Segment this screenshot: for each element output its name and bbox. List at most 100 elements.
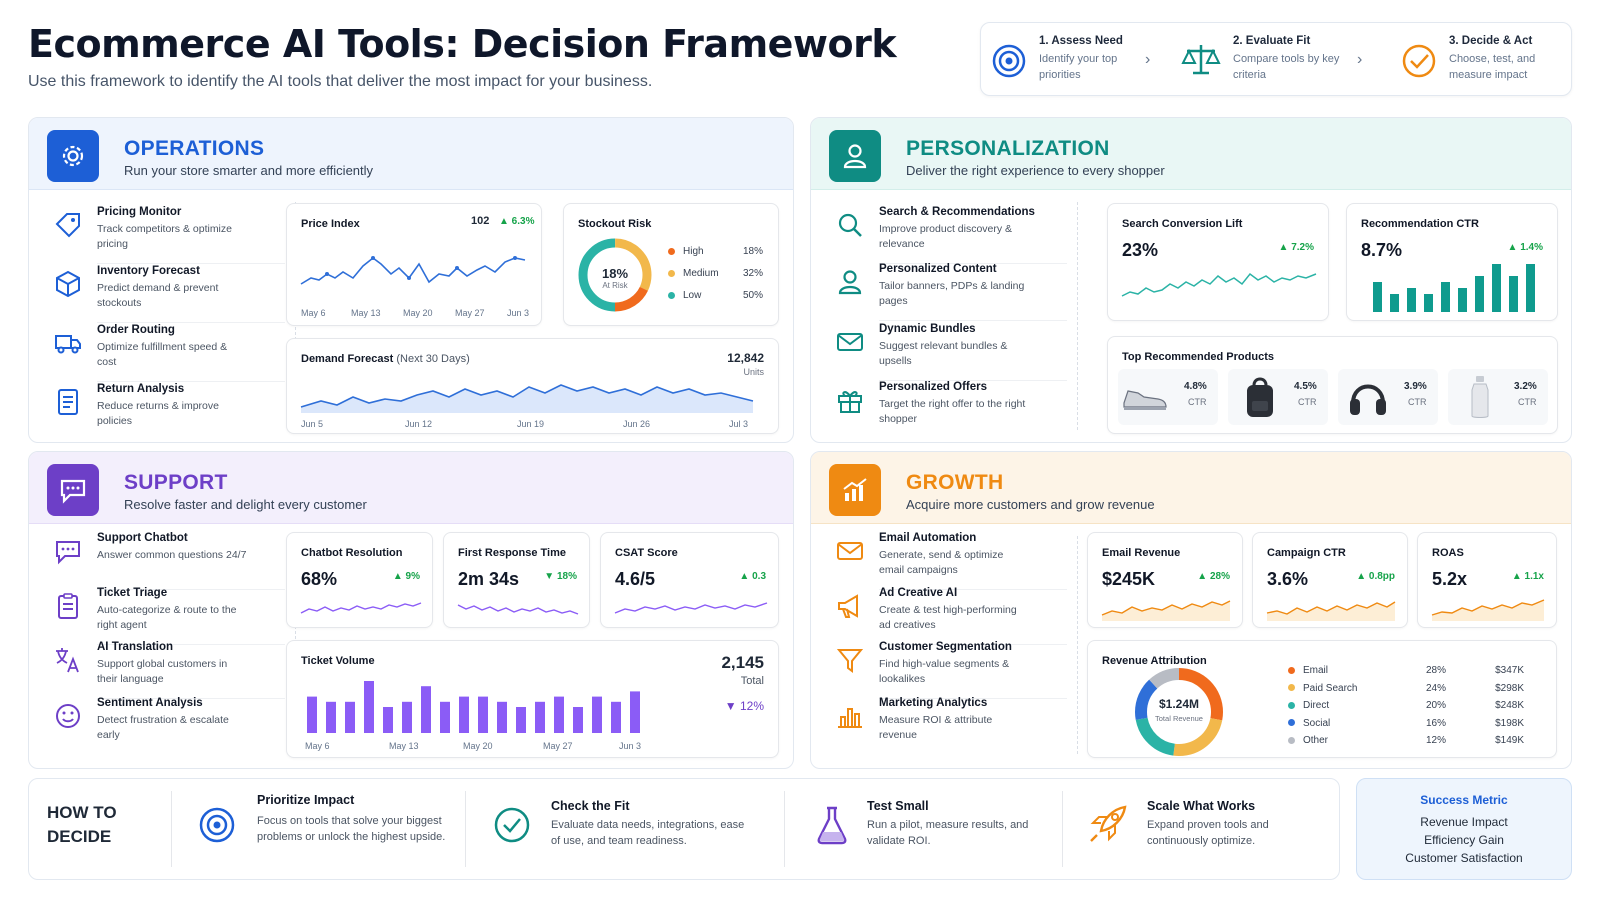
tool-desc: Create & test high-performing ad creativ… xyxy=(879,604,1017,631)
card-title: Search Conversion Lift xyxy=(1122,218,1243,230)
x-tick: May 27 xyxy=(455,308,485,318)
x-tick: Jun 3 xyxy=(507,308,529,318)
metric-value: $245K xyxy=(1102,569,1156,589)
bar-chart-icon xyxy=(838,708,862,728)
check-circle-icon xyxy=(494,807,530,843)
scale-icon xyxy=(1181,45,1221,75)
ctr-bar xyxy=(1441,282,1450,312)
attribution-legend-row: Paid Search 24% $298K xyxy=(1288,683,1524,694)
ticket-bar xyxy=(440,701,450,733)
tool-desc: Support global customers in their langua… xyxy=(97,658,228,685)
x-tick: May 13 xyxy=(351,308,381,318)
tool-title: Pricing Monitor xyxy=(97,206,182,218)
ctr-bar xyxy=(1407,288,1416,312)
metric-delta: ▲ 7.2% xyxy=(1278,242,1314,253)
tool-sentiment-analysis[interactable]: Sentiment Analysis Detect frustration & … xyxy=(53,697,285,755)
tool-search-recommendations[interactable]: Search & Recommendations Improve product… xyxy=(835,206,1067,264)
growth-chart-icon xyxy=(829,464,881,516)
sneaker-icon xyxy=(1123,390,1167,410)
legend-row: Medium 32% xyxy=(668,268,763,279)
user-icon xyxy=(829,130,881,182)
ticket-bar xyxy=(364,681,374,733)
operations-panel: OPERATIONS Run your store smarter and mo… xyxy=(28,117,794,443)
footer-item-test-small[interactable]: Test Small Run a pilot, measure results,… xyxy=(804,779,1054,879)
metric-value: 12,842 xyxy=(727,351,764,365)
demand-forecast-card: Demand Forecast (Next 30 Days) 12,842 Un… xyxy=(286,338,779,434)
tool-dynamic-bundles[interactable]: Dynamic Bundles Suggest relevant bundles… xyxy=(835,323,1067,381)
product-item[interactable]: 3.2% CTR xyxy=(1448,369,1548,425)
x-tick: May 13 xyxy=(389,741,419,751)
legend-row: Low 50% xyxy=(668,290,763,301)
tool-desc: Predict demand & prevent stockouts xyxy=(97,282,219,309)
donut-slice xyxy=(1135,668,1223,756)
ticket-bar xyxy=(478,696,488,733)
tool-personalized-content[interactable]: Personalized Content Tailor banners, PDP… xyxy=(835,263,1067,321)
success-metric-line: Revenue Impact xyxy=(1420,815,1508,829)
footer-heading: HOW TO DECIDE xyxy=(47,803,117,846)
tool-ad-creative[interactable]: Ad Creative AI Create & test high-perfor… xyxy=(835,587,1067,645)
chevron-right-icon: › xyxy=(1357,51,1363,68)
tool-title: Email Automation xyxy=(879,532,977,544)
support-panel: SUPPORT Resolve faster and delight every… xyxy=(28,451,794,769)
card-title: First Response Time xyxy=(458,547,566,559)
product-item[interactable]: 3.9% CTR xyxy=(1338,369,1438,425)
footer-item-desc: Expand proven tools and continuously opt… xyxy=(1147,819,1269,847)
success-metric-title: Success Metric xyxy=(1420,793,1508,807)
footer-item-prioritize[interactable]: Prioritize Impact Focus on tools that so… xyxy=(189,779,464,879)
section-subtitle: Acquire more customers and grow revenue xyxy=(906,497,1155,512)
card-title: Recommendation CTR xyxy=(1361,218,1479,230)
footer-item-check-fit[interactable]: Check the Fit Evaluate data needs, integ… xyxy=(484,779,784,879)
page-title: Ecommerce AI Tools: Decision Framework xyxy=(28,22,897,66)
operations-header: OPERATIONS Run your store smarter and mo… xyxy=(29,118,793,190)
x-tick: Jul 3 xyxy=(729,419,748,429)
card-title: CSAT Score xyxy=(615,547,678,559)
tool-inventory-forecast[interactable]: Inventory Forecast Predict demand & prev… xyxy=(53,265,285,323)
tool-order-routing[interactable]: Order Routing Optimize fulfillment speed… xyxy=(53,324,285,382)
footer-item-desc: Evaluate data needs, integrations, ease … xyxy=(551,819,745,847)
ticket-bar xyxy=(497,701,507,733)
chatbot-resolution-card: Chatbot Resolution 68% ▲ 9% xyxy=(286,532,433,628)
tool-email-automation[interactable]: Email Automation Generate, send & optimi… xyxy=(835,532,1067,590)
backpack-icon xyxy=(1247,377,1273,417)
metric-value: 5.2x xyxy=(1432,569,1468,589)
donut-center-label: Total Revenue xyxy=(1155,714,1203,723)
stockout-risk-card: Stockout Risk 18% At Risk High 18% Medium… xyxy=(563,203,779,326)
section-title: SUPPORT xyxy=(124,471,228,494)
tool-desc: Suggest relevant bundles & upsells xyxy=(879,340,1008,367)
ticket-bar xyxy=(573,707,583,733)
stockout-donut xyxy=(578,238,652,312)
page-subtitle: Use this framework to identify the AI to… xyxy=(28,73,653,90)
tool-marketing-analytics[interactable]: Marketing Analytics Measure ROI & attrib… xyxy=(835,697,1067,755)
ctr-bar xyxy=(1373,282,1382,312)
legend-row: High 18% xyxy=(668,246,763,257)
tool-ticket-triage[interactable]: Ticket Triage Auto-categorize & route to… xyxy=(53,587,285,645)
product-item[interactable]: 4.5% CTR xyxy=(1228,369,1328,425)
ticket-bar xyxy=(611,701,621,733)
price-index-card: Price Index 102 ▲ 6.3% May 6 May 13 May … xyxy=(286,203,542,326)
tool-ai-translation[interactable]: AI Translation Support global customers … xyxy=(53,641,285,699)
box-icon xyxy=(56,270,80,298)
card-title: Top Recommended Products xyxy=(1122,351,1274,363)
flask-icon xyxy=(817,806,847,845)
section-subtitle: Resolve faster and delight every custome… xyxy=(124,497,367,512)
ticket-bar xyxy=(326,701,336,733)
attribution-legend-row: Other 12% $149K xyxy=(1288,735,1524,746)
metric-delta: ▲ 6.3% xyxy=(499,216,535,227)
success-metric-line: Efficiency Gain xyxy=(1424,833,1504,847)
donut-slice xyxy=(1135,668,1223,756)
x-tick: Jun 12 xyxy=(405,419,432,429)
ticket-bar xyxy=(307,696,317,733)
mail-icon xyxy=(837,333,863,351)
tool-desc: Track competitors & optimize pricing xyxy=(97,223,232,250)
tool-pricing-monitor[interactable]: Pricing Monitor Track competitors & opti… xyxy=(53,206,285,264)
tool-customer-segmentation[interactable]: Customer Segmentation Find high-value se… xyxy=(835,641,1067,699)
email-revenue-card: Email Revenue $245K ▲ 28% xyxy=(1087,532,1243,628)
metric-delta: ▼ 12% xyxy=(724,699,764,713)
tool-support-chatbot[interactable]: Support Chatbot Answer common questions … xyxy=(53,532,285,590)
tool-return-analysis[interactable]: Return Analysis Reduce returns & improve… xyxy=(53,383,285,441)
product-item[interactable]: 4.8% CTR xyxy=(1118,369,1218,425)
ctr-bar xyxy=(1475,276,1484,312)
footer-item-scale[interactable]: Scale What Works Expand proven tools and… xyxy=(1079,779,1334,879)
tool-personalized-offers[interactable]: Personalized Offers Target the right off… xyxy=(835,381,1067,439)
metric-delta: ▲ 9% xyxy=(392,571,420,582)
